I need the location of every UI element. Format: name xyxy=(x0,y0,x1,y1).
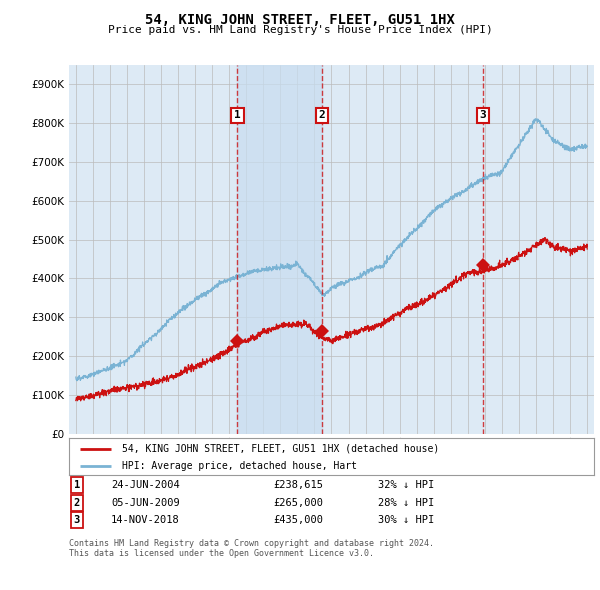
Bar xyxy=(238,65,322,434)
Text: 24-JUN-2004: 24-JUN-2004 xyxy=(111,480,180,490)
Text: 1: 1 xyxy=(74,480,80,490)
Text: 2: 2 xyxy=(74,498,80,507)
Text: 3: 3 xyxy=(479,110,486,120)
Text: £435,000: £435,000 xyxy=(273,516,323,525)
Text: 2: 2 xyxy=(319,110,325,120)
Text: £265,000: £265,000 xyxy=(273,498,323,507)
Text: 14-NOV-2018: 14-NOV-2018 xyxy=(111,516,180,525)
Text: 3: 3 xyxy=(74,516,80,525)
Text: 1: 1 xyxy=(234,110,241,120)
Text: 28% ↓ HPI: 28% ↓ HPI xyxy=(378,498,434,507)
Text: HPI: Average price, detached house, Hart: HPI: Average price, detached house, Hart xyxy=(121,461,356,471)
Text: This data is licensed under the Open Government Licence v3.0.: This data is licensed under the Open Gov… xyxy=(69,549,374,558)
Text: 54, KING JOHN STREET, FLEET, GU51 1HX (detached house): 54, KING JOHN STREET, FLEET, GU51 1HX (d… xyxy=(121,444,439,454)
Text: 05-JUN-2009: 05-JUN-2009 xyxy=(111,498,180,507)
Text: 30% ↓ HPI: 30% ↓ HPI xyxy=(378,516,434,525)
Text: 32% ↓ HPI: 32% ↓ HPI xyxy=(378,480,434,490)
Text: Price paid vs. HM Land Registry's House Price Index (HPI): Price paid vs. HM Land Registry's House … xyxy=(107,25,493,35)
Text: Contains HM Land Registry data © Crown copyright and database right 2024.: Contains HM Land Registry data © Crown c… xyxy=(69,539,434,548)
Text: £238,615: £238,615 xyxy=(273,480,323,490)
Text: 54, KING JOHN STREET, FLEET, GU51 1HX: 54, KING JOHN STREET, FLEET, GU51 1HX xyxy=(145,13,455,27)
